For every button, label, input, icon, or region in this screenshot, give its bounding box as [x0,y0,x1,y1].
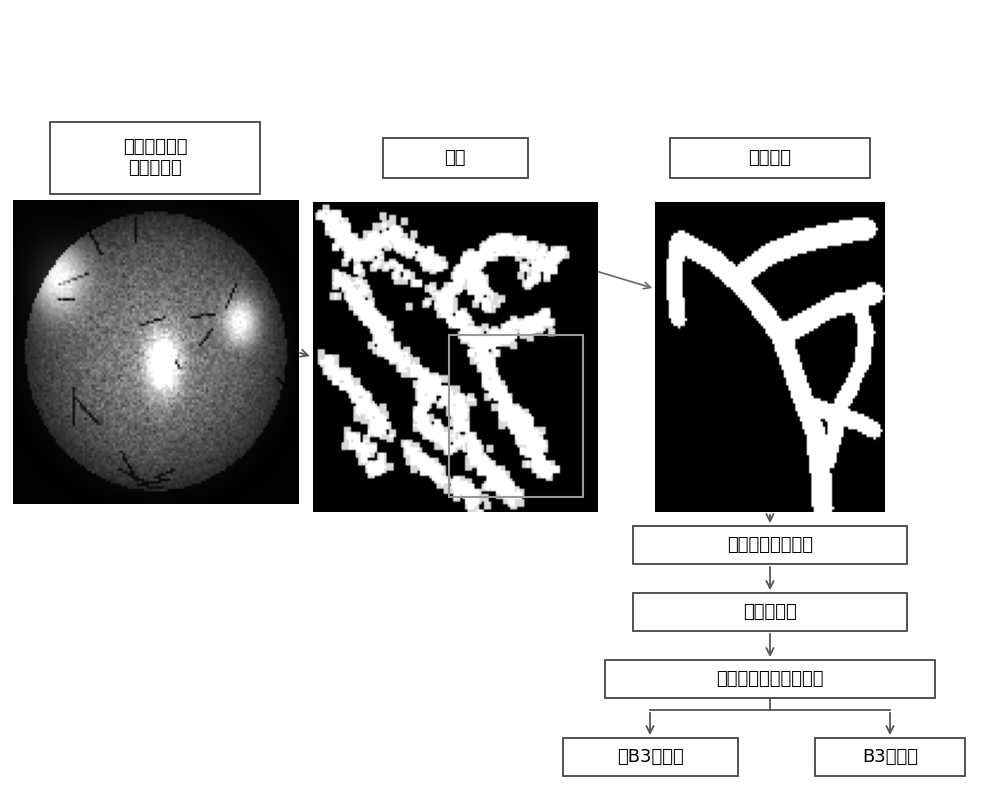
Bar [633,593,907,631]
Bar [50,122,260,194]
Bar [670,137,870,178]
Bar [815,738,965,776]
Bar [382,137,528,178]
Text: 单根血管: 单根血管 [748,148,792,166]
Text: 变异系数法: 变异系数法 [743,603,797,621]
Bar [605,660,935,698]
Text: 血管直径进行聚类: 血管直径进行聚类 [727,536,813,554]
Text: 血管直径离散程度系数: 血管直径离散程度系数 [716,670,824,688]
Text: 血管: 血管 [444,148,466,166]
Text: 非B3型血管: 非B3型血管 [617,748,683,766]
Text: 染色放大食管
内窥镜原图: 染色放大食管 内窥镜原图 [123,138,187,177]
Bar [562,738,738,776]
Bar [633,526,907,564]
Text: B3型血管: B3型血管 [862,748,918,766]
Bar [449,335,583,496]
